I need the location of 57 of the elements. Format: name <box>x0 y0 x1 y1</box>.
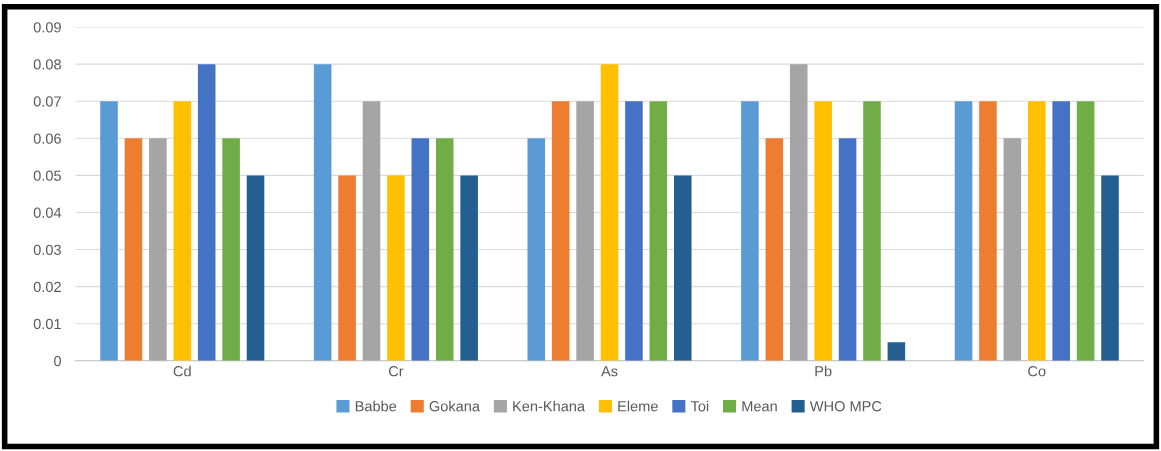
bar <box>979 101 997 361</box>
bar <box>362 101 381 361</box>
bar <box>411 138 430 361</box>
bar <box>222 138 240 361</box>
bar <box>1027 101 1046 361</box>
legend-label: Ken-Khana <box>513 400 586 412</box>
y-tick-label: 0 <box>54 355 62 367</box>
x-tick-label: Cd <box>173 365 191 377</box>
bar <box>887 342 906 361</box>
bar <box>387 175 405 361</box>
bar <box>954 101 973 361</box>
bar <box>338 175 356 361</box>
bar <box>246 175 265 361</box>
legend-label: Gokana <box>429 400 480 412</box>
y-tick-label: 0.08 <box>33 59 61 70</box>
bar <box>435 138 454 361</box>
bar <box>149 138 167 361</box>
x-tick-label: Pb <box>815 365 832 377</box>
y-tick-label: 0.01 <box>33 318 61 330</box>
bar <box>173 101 192 361</box>
y-tick-label: 0.07 <box>33 96 61 107</box>
bar <box>576 101 594 361</box>
bar <box>814 101 832 361</box>
y-tick-label: 0.02 <box>33 281 61 293</box>
bar <box>551 101 570 361</box>
bar <box>460 175 478 361</box>
bar <box>863 101 881 361</box>
bar <box>124 138 143 361</box>
y-tick-label: 0.03 <box>33 244 61 255</box>
x-tick-label: Cr <box>388 366 404 377</box>
bar <box>600 64 619 361</box>
bar <box>197 64 216 361</box>
bar <box>527 138 546 361</box>
x-tick-label: As <box>601 366 618 377</box>
legend-label: WHO MPC <box>809 401 882 412</box>
x-tick-label: Co <box>1028 366 1046 377</box>
bar <box>649 101 668 361</box>
bar <box>1101 175 1119 361</box>
legend-label: Toi <box>690 400 709 412</box>
legend-label: Eleme <box>618 400 658 412</box>
legend-label: Mean <box>742 401 777 412</box>
y-tick-label: 0.06 <box>33 133 61 144</box>
bar <box>313 64 332 361</box>
bar <box>100 101 118 361</box>
bar <box>673 175 692 361</box>
y-tick-label: 0.09 <box>33 22 61 33</box>
bar <box>1052 101 1070 361</box>
bar <box>1076 101 1095 361</box>
y-tick-label: 0.05 <box>33 170 61 181</box>
legend-label: Babbe <box>355 400 397 412</box>
bar <box>789 64 808 361</box>
bar <box>1003 138 1022 361</box>
bar <box>625 101 643 361</box>
bar <box>838 138 857 361</box>
y-tick-label: 0.04 <box>33 207 62 218</box>
bar <box>765 138 784 361</box>
bar <box>741 101 759 361</box>
